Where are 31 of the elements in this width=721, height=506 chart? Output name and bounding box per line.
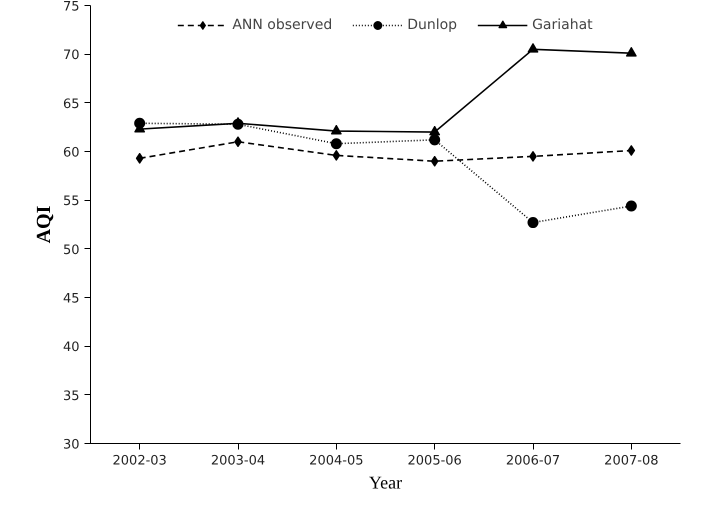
y-tick-label: 65	[62, 96, 80, 112]
point	[429, 134, 440, 146]
point	[330, 138, 342, 150]
x-tick-label: 2004-05	[309, 454, 364, 468]
legend-label: Gariahat	[532, 17, 593, 33]
x-tick-label: 2005-06	[408, 454, 462, 468]
y-tick-label: 35	[62, 388, 80, 404]
point	[626, 46, 637, 57]
y-tick-label: 50	[62, 242, 80, 258]
legend-label: Dunlop	[407, 17, 458, 33]
x-tick-label: 2006-07	[506, 454, 560, 468]
point	[626, 200, 637, 212]
x-tick-label: 2003-04	[210, 454, 266, 468]
y-tick-label: 55	[62, 194, 80, 210]
y-axis-title: AQI	[32, 205, 55, 244]
legend-label: ANN observed	[232, 17, 332, 33]
y-tick-label: 40	[62, 340, 80, 356]
x-tick-label: 2007-08	[604, 454, 659, 468]
x-tick-label: 2002-03	[112, 454, 167, 468]
x-axis-title: Year	[368, 472, 402, 492]
point	[134, 118, 146, 129]
point	[232, 118, 244, 130]
y-tick-label: 70	[62, 48, 80, 64]
y-tick-label: 45	[62, 292, 80, 306]
point	[528, 217, 538, 228]
point	[330, 124, 342, 134]
y-tick-label: 75	[62, 0, 80, 14]
y-tick-label: 60	[62, 146, 80, 160]
y-tick-label: 30	[62, 438, 80, 452]
point	[528, 43, 538, 53]
point	[429, 126, 440, 136]
